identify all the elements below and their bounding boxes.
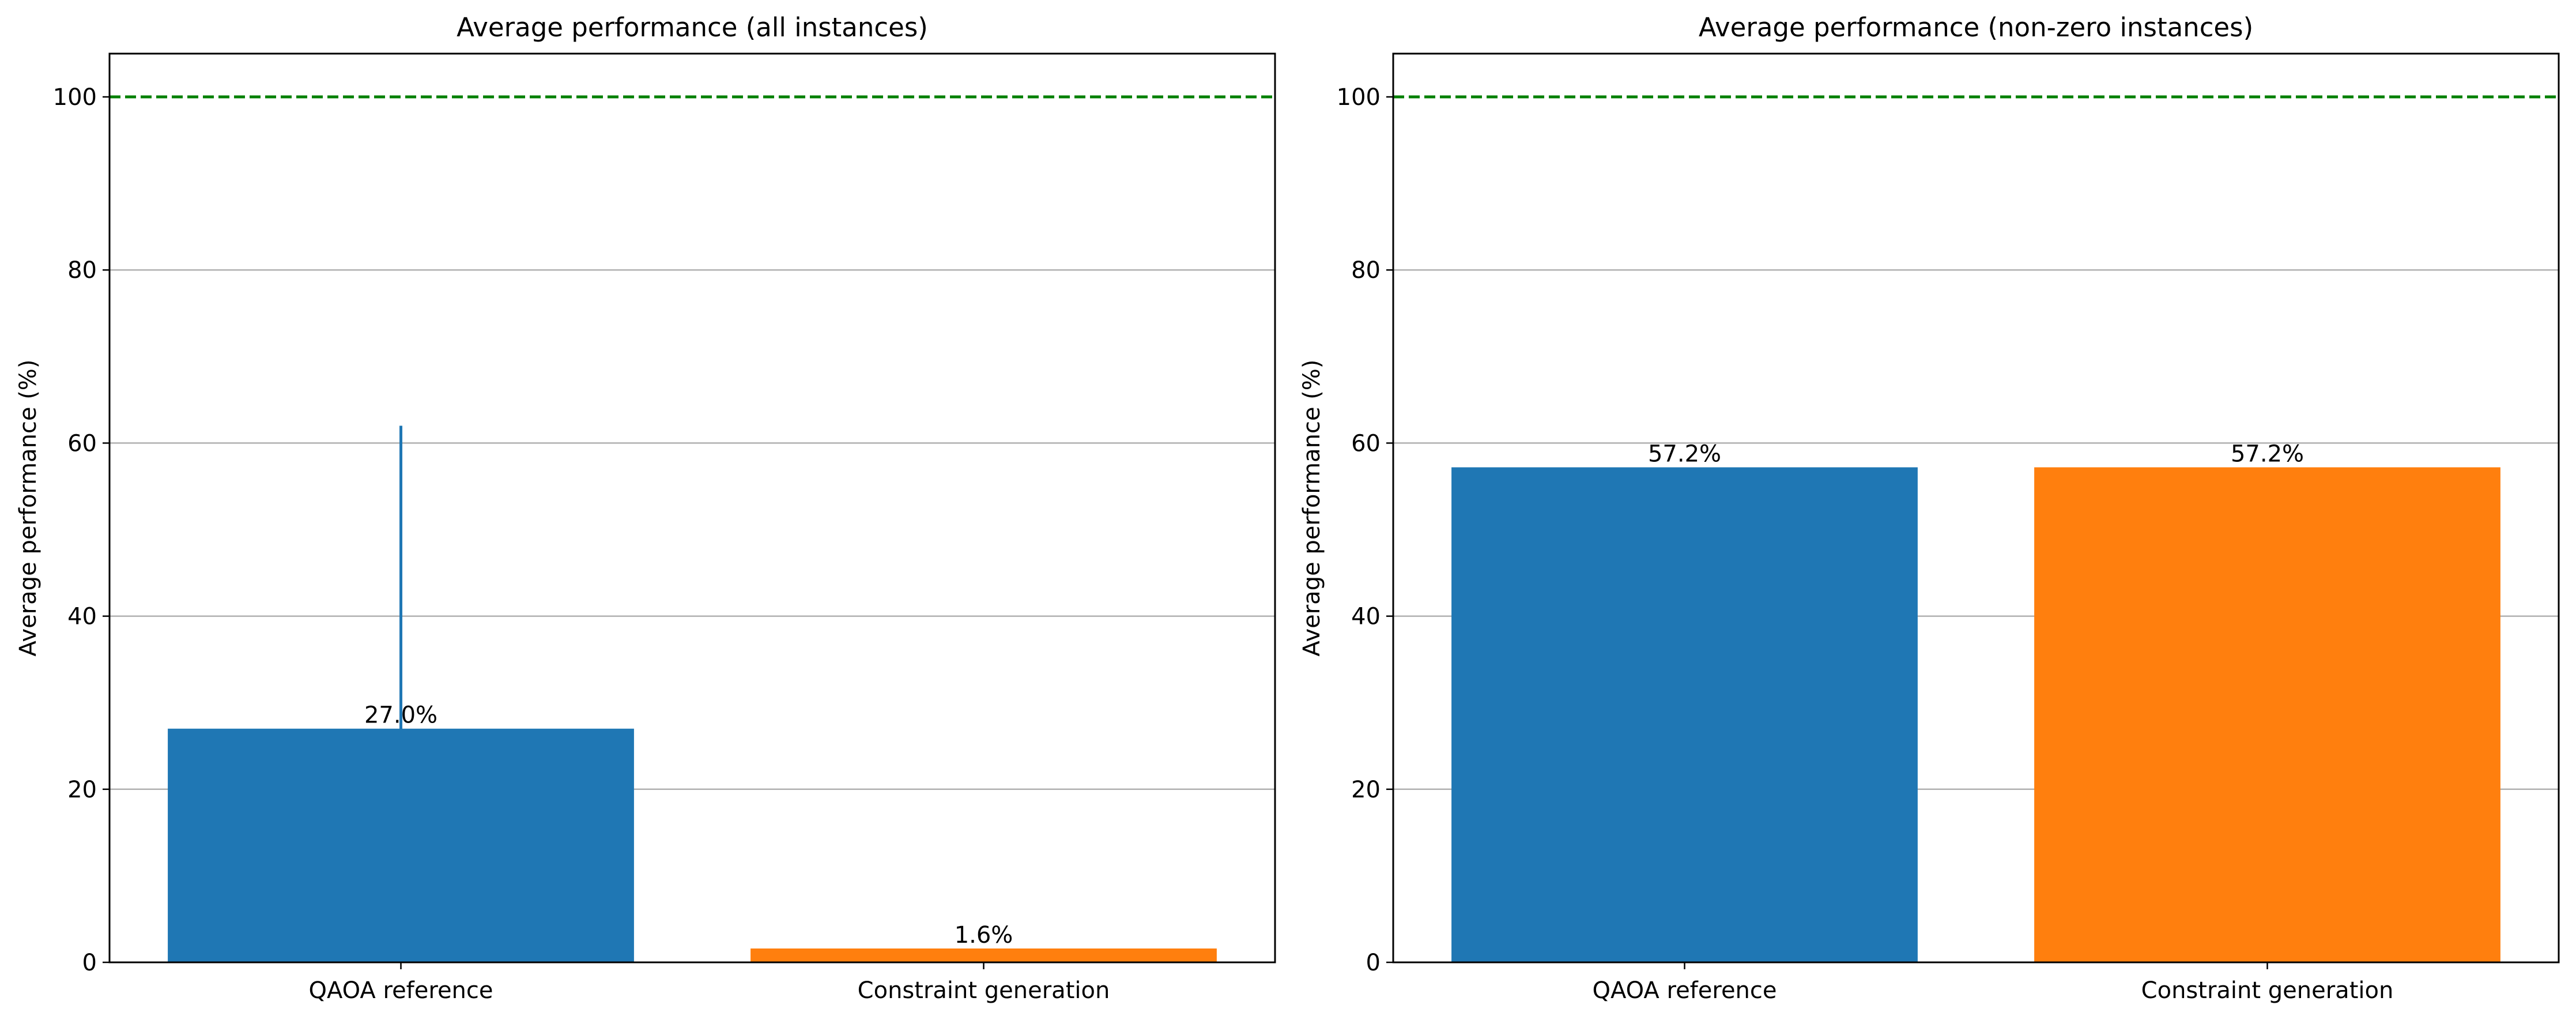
data-label: 57.2%: [1648, 441, 1721, 467]
bar: [2034, 467, 2500, 962]
y-axis-label: Average performance (%): [1299, 359, 1325, 656]
bar: [1451, 467, 1918, 962]
y-tick-label: 40: [67, 604, 97, 630]
y-tick-label: 80: [67, 257, 97, 284]
y-tick-label: 20: [1351, 777, 1381, 803]
y-tick-label: 0: [82, 950, 97, 976]
bar: [750, 948, 1217, 962]
chart-title: Average performance (non-zero instances): [1699, 12, 2253, 43]
y-tick-label: 60: [67, 430, 97, 457]
plot-frame: [1392, 52, 2560, 963]
y-tick-label: 80: [1351, 257, 1381, 284]
y-tick-label: 60: [1351, 430, 1381, 457]
y-tick-label: 100: [53, 84, 97, 111]
chart-title: Average performance (all instances): [457, 12, 928, 43]
x-tick-label: QAOA reference: [309, 977, 493, 1004]
chart-panel-all-instances: Average performance (all instances) Aver…: [15, 12, 1276, 1004]
x-tick-label: QAOA reference: [1593, 977, 1777, 1004]
y-tick-label: 0: [1366, 950, 1381, 976]
chart-panel-non-zero-instances: Average performance (non-zero instances)…: [1299, 12, 2560, 1004]
x-tick-label: Constraint generation: [2141, 977, 2394, 1004]
plot-frame: [108, 52, 1276, 963]
y-axis-label: Average performance (%): [15, 359, 42, 656]
data-label: 1.6%: [955, 922, 1013, 949]
y-tick-label: 100: [1337, 84, 1381, 111]
x-tick-label: Constraint generation: [858, 977, 1110, 1004]
y-tick-label: 20: [67, 777, 97, 803]
data-label: 57.2%: [2231, 441, 2304, 467]
data-label: 27.0%: [364, 702, 437, 729]
y-tick-label: 40: [1351, 604, 1381, 630]
